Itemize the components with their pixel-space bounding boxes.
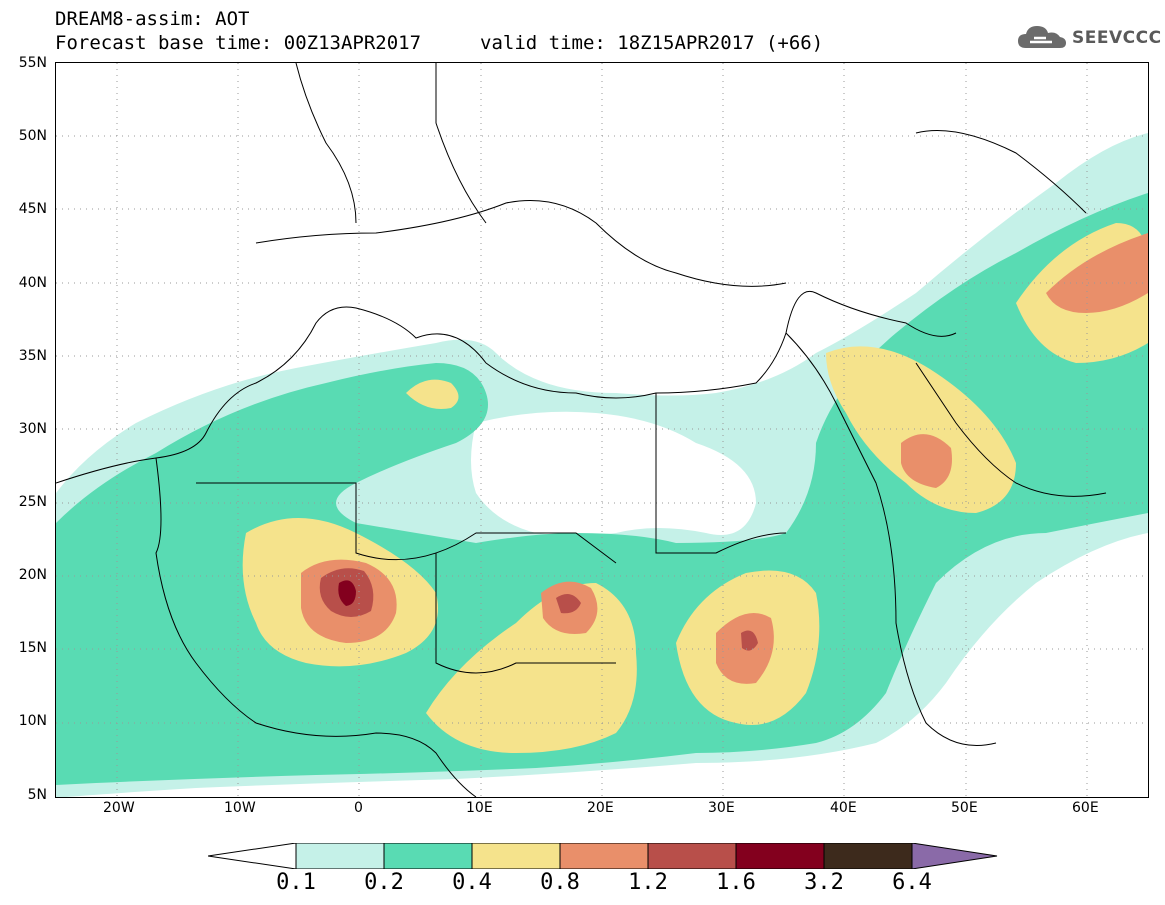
cloud-icon [1018,26,1066,48]
colorbar-under-triangle [208,843,297,869]
colorbar-label: 3.2 [804,870,844,895]
logo-text: SEEVCCC [1072,28,1162,48]
aot-map [55,62,1149,798]
lon-label: 30E [708,800,735,816]
map-title: DREAM8-assim: AOT [55,8,250,30]
lon-label: 10E [466,800,493,816]
coastlines [56,63,1107,797]
colorbar-label: 0.2 [364,870,404,895]
lat-label: 45N [18,201,47,217]
lat-label: 5N [27,787,47,803]
lon-label: 60E [1072,800,1099,816]
lat-label: 55N [18,55,47,71]
colorbar-label: 0.1 [276,870,316,895]
colorbar-box [823,843,913,869]
lat-label: 35N [18,348,47,364]
colorbar-box [383,843,473,869]
lon-label: 50E [951,800,978,816]
aot-1.2-chad [556,594,581,614]
lon-label: 20W [103,800,135,816]
lat-label: 15N [18,640,47,656]
lon-label: 0 [354,800,363,816]
aot-0.4-middle-east [826,346,1016,513]
graticule [56,63,1148,797]
colorbar-box [647,843,737,869]
lon-label: 10W [224,800,256,816]
colorbar-label: 1.6 [716,870,756,895]
colorbar-box [471,843,561,869]
forecast-base-time: Forecast base time: 00Z13APR2017 [55,32,422,54]
colorbar-label: 1.2 [628,870,668,895]
aot-0.4-atlas [406,379,459,409]
aot-clear-region [471,411,756,536]
aot-0.8-iraq [901,434,952,488]
lon-label: 40E [830,800,857,816]
seevccc-logo: SEEVCCC [1016,22,1161,56]
colorbar-box [735,843,825,869]
colorbar-over-triangle [911,843,998,869]
lat-label: 40N [18,275,47,291]
lat-label: 25N [18,494,47,510]
colorbar-label: 6.4 [892,870,932,895]
aot-1.2-sudan [741,630,758,651]
valid-time: valid time: 18Z15APR2017 (+66) [480,32,824,54]
colorbar-label: 0.4 [452,870,492,895]
map-canvas [56,63,1148,797]
lat-label: 10N [18,713,47,729]
colorbar-box [295,843,385,869]
aot-1.6-mali [338,580,356,606]
colorbar-label: 0.8 [540,870,580,895]
lat-label: 30N [18,421,47,437]
aot-0.8-caspian [1046,233,1148,313]
lat-label: 50N [18,128,47,144]
lat-label: 20N [18,567,47,583]
colorbar-box [559,843,649,869]
colorbar [208,843,998,869]
lon-label: 20E [587,800,614,816]
